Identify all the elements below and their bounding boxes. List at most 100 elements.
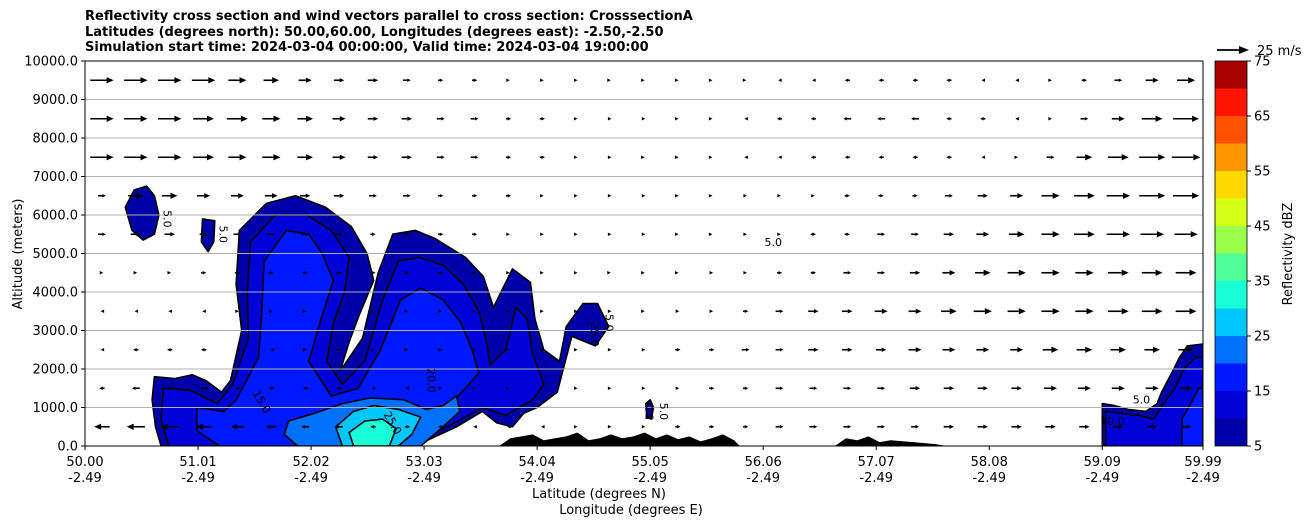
- wind-vector-r1-c11-head: [474, 116, 479, 121]
- wind-vector-r2-c10: [436, 155, 445, 160]
- wind-vector-r1-c32: [1173, 115, 1200, 122]
- x-tick-label-lon-7: -2.49: [859, 471, 893, 486]
- colorbar-band-4: [1215, 308, 1247, 336]
- wind-vector-r9-c25: [943, 424, 955, 429]
- x-tick-label-lat-1: 51.01: [179, 455, 216, 470]
- x-axis-label-longitude: Longitude (degrees E): [559, 503, 703, 518]
- x-tick-label-lat-7: 57.07: [858, 455, 895, 470]
- wind-vector-r4-c2-head: [170, 232, 175, 237]
- wind-vector-r6-c24-head: [915, 308, 922, 314]
- wind-vector-r4-c8-head: [372, 232, 376, 237]
- wind-vector-r8-c31: [1145, 385, 1159, 391]
- x-tick-label-lat-9: 59.09: [1084, 455, 1121, 470]
- wind-vector-r8-c17: [675, 386, 680, 391]
- wind-vector-r8-c20: [775, 386, 784, 391]
- wind-vector-r9-c8: [370, 424, 376, 429]
- wind-vector-r5-c1: [133, 270, 138, 275]
- wind-vector-r5-c28: [1041, 269, 1060, 276]
- wind-vector-r8-c14-head: [574, 386, 578, 391]
- wind-vector-r9-c27-head: [1017, 424, 1022, 429]
- wind-vector-r0-c30: [1114, 78, 1123, 83]
- wind-vector-r2-c6-head: [306, 154, 314, 161]
- wind-vector-r0-c12: [506, 78, 510, 83]
- wind-vector-r6-c21: [808, 309, 819, 314]
- wind-vector-r7-c32: [1178, 346, 1194, 353]
- wind-vector-r4-c22-head: [846, 232, 850, 237]
- wind-vector-r6-c16: [641, 309, 645, 314]
- wind-vector-r3-c16-head: [641, 193, 646, 198]
- wind-vector-r1-c4-head: [240, 115, 248, 122]
- y-tick-label-7: 7000.0: [33, 170, 79, 185]
- y-tick-label-6: 6000.0: [33, 209, 79, 224]
- wind-vector-r0-c5: [263, 77, 280, 84]
- quiver-key-arrow: [1217, 46, 1249, 54]
- x-tick-label-lat-4: 54.04: [519, 455, 556, 470]
- wind-vector-r4-c6-head: [305, 232, 310, 237]
- wind-vector-r3-c23: [878, 193, 884, 198]
- wind-vector-r0-c31: [1145, 77, 1159, 83]
- wind-vector-r2-c1-head: [140, 154, 148, 161]
- wind-vector-r0-c16: [641, 78, 645, 83]
- wind-vector-r4-c29: [1074, 231, 1095, 238]
- wind-vector-r5-c5: [268, 270, 274, 275]
- wind-vector-r0-c6: [298, 77, 312, 83]
- wind-vector-r6-c6-head: [303, 309, 307, 314]
- terrain-silhouette: [499, 432, 947, 446]
- wind-vector-r2-c32: [1171, 154, 1201, 161]
- wind-vector-r9-c19: [743, 424, 749, 429]
- wind-vector-r9-c16: [641, 424, 646, 429]
- colorbar-tick-label-4: 45: [1254, 220, 1271, 235]
- wind-vector-r0-c9-head: [407, 78, 411, 83]
- reflectivity-region-small-5505: [644, 398, 655, 420]
- wind-vector-r9-c1: [126, 423, 145, 430]
- wind-vector-r3-c9: [402, 193, 411, 198]
- wind-vector-r3-c17-head: [675, 193, 679, 198]
- x-tick-label-lat-5: 55.05: [632, 455, 669, 470]
- title-line-1: Reflectivity cross section and wind vect…: [85, 9, 693, 24]
- reflectivity-region-east-15: [1180, 387, 1203, 446]
- wind-vector-r8-c10: [438, 386, 443, 391]
- wind-vector-r0-c7: [333, 78, 345, 83]
- wind-vector-r8-c25: [943, 386, 955, 391]
- wind-vector-r3-c14-head: [574, 193, 578, 198]
- wind-vector-r7-c10-head: [438, 347, 443, 352]
- wind-vector-r0-c1: [124, 77, 148, 84]
- wind-vector-r6-c28: [1041, 308, 1060, 315]
- wind-vector-r1-c9: [401, 116, 413, 121]
- wind-vector-r9-c4-head: [230, 424, 237, 430]
- wind-vector-r0-c1-head: [140, 77, 148, 84]
- wind-vector-r2-c20-head: [778, 155, 782, 160]
- wind-vector-r5-c30: [1107, 269, 1129, 276]
- wind-vector-r4-c19: [743, 232, 747, 237]
- wind-vector-r7-c12: [506, 347, 510, 352]
- wind-vector-r3-c1-head: [136, 192, 144, 199]
- wind-vector-r6-c23-head: [881, 308, 888, 314]
- wind-vector-r4-c24: [911, 232, 919, 237]
- wind-vector-r9-c18-head: [710, 424, 715, 429]
- wind-vector-r5-c0: [99, 270, 104, 275]
- wind-vector-r8-c28-head: [1051, 385, 1058, 391]
- wind-vector-r7-c1: [133, 347, 139, 352]
- wind-vector-r4-c1: [130, 232, 142, 237]
- wind-vector-r6-c9-head: [404, 309, 409, 314]
- wind-vector-r3-c19: [743, 193, 747, 198]
- wind-vector-r4-c10-head: [439, 232, 444, 237]
- wind-vector-r1-c16-head: [641, 116, 646, 121]
- wind-vector-r3-c10: [438, 193, 444, 198]
- wind-vector-r4-c21-head: [812, 232, 816, 237]
- wind-vector-r1-c7: [332, 116, 346, 122]
- wind-vector-r3-c15: [607, 193, 612, 198]
- wind-vector-r5-c25-head: [949, 270, 956, 276]
- wind-vector-r6-c22: [842, 309, 853, 314]
- wind-vector-r7-c17: [675, 347, 681, 352]
- wind-vector-r0-c15-head: [607, 78, 611, 83]
- wind-vector-r8-c22-head: [847, 386, 852, 391]
- wind-vector-r5-c22-head: [847, 270, 852, 275]
- wind-vector-r6-c18-head: [709, 309, 714, 314]
- wind-vector-r0-c32: [1176, 77, 1196, 84]
- wind-vector-r6-c17: [675, 309, 680, 314]
- colorbar-frame: [1214, 60, 1248, 447]
- wind-vector-r0-c2: [157, 77, 182, 84]
- wind-vector-r7-c5: [270, 347, 274, 352]
- reflectivity-fill-group: [124, 185, 1203, 446]
